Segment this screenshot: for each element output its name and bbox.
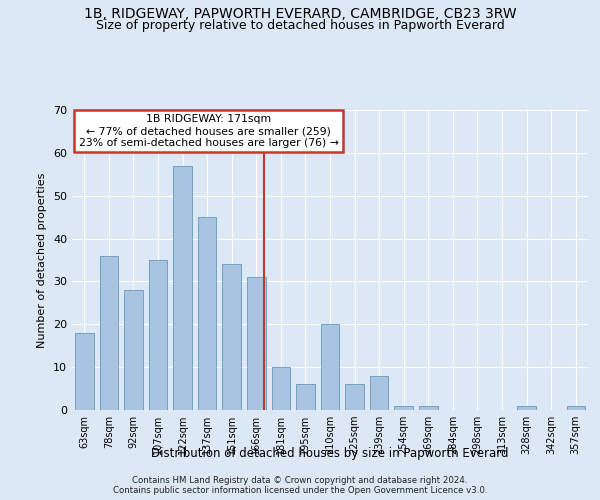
Bar: [247, 277, 265, 410]
Bar: [198, 217, 217, 410]
Bar: [149, 260, 167, 410]
Y-axis label: Number of detached properties: Number of detached properties: [37, 172, 47, 348]
Text: Distribution of detached houses by size in Papworth Everard: Distribution of detached houses by size …: [151, 448, 509, 460]
Bar: [566, 406, 585, 410]
Bar: [223, 264, 241, 410]
Text: Contains HM Land Registry data © Crown copyright and database right 2024.
Contai: Contains HM Land Registry data © Crown c…: [113, 476, 487, 495]
Text: 1B RIDGEWAY: 171sqm
← 77% of detached houses are smaller (259)
23% of semi-detac: 1B RIDGEWAY: 171sqm ← 77% of detached ho…: [79, 114, 338, 148]
Bar: [321, 324, 339, 410]
Bar: [100, 256, 118, 410]
Bar: [75, 333, 94, 410]
Bar: [346, 384, 364, 410]
Bar: [296, 384, 314, 410]
Bar: [173, 166, 192, 410]
Bar: [517, 406, 536, 410]
Text: 1B, RIDGEWAY, PAPWORTH EVERARD, CAMBRIDGE, CB23 3RW: 1B, RIDGEWAY, PAPWORTH EVERARD, CAMBRIDG…: [83, 8, 517, 22]
Bar: [370, 376, 388, 410]
Bar: [419, 406, 437, 410]
Text: Size of property relative to detached houses in Papworth Everard: Size of property relative to detached ho…: [95, 18, 505, 32]
Bar: [272, 367, 290, 410]
Bar: [124, 290, 143, 410]
Bar: [395, 406, 413, 410]
